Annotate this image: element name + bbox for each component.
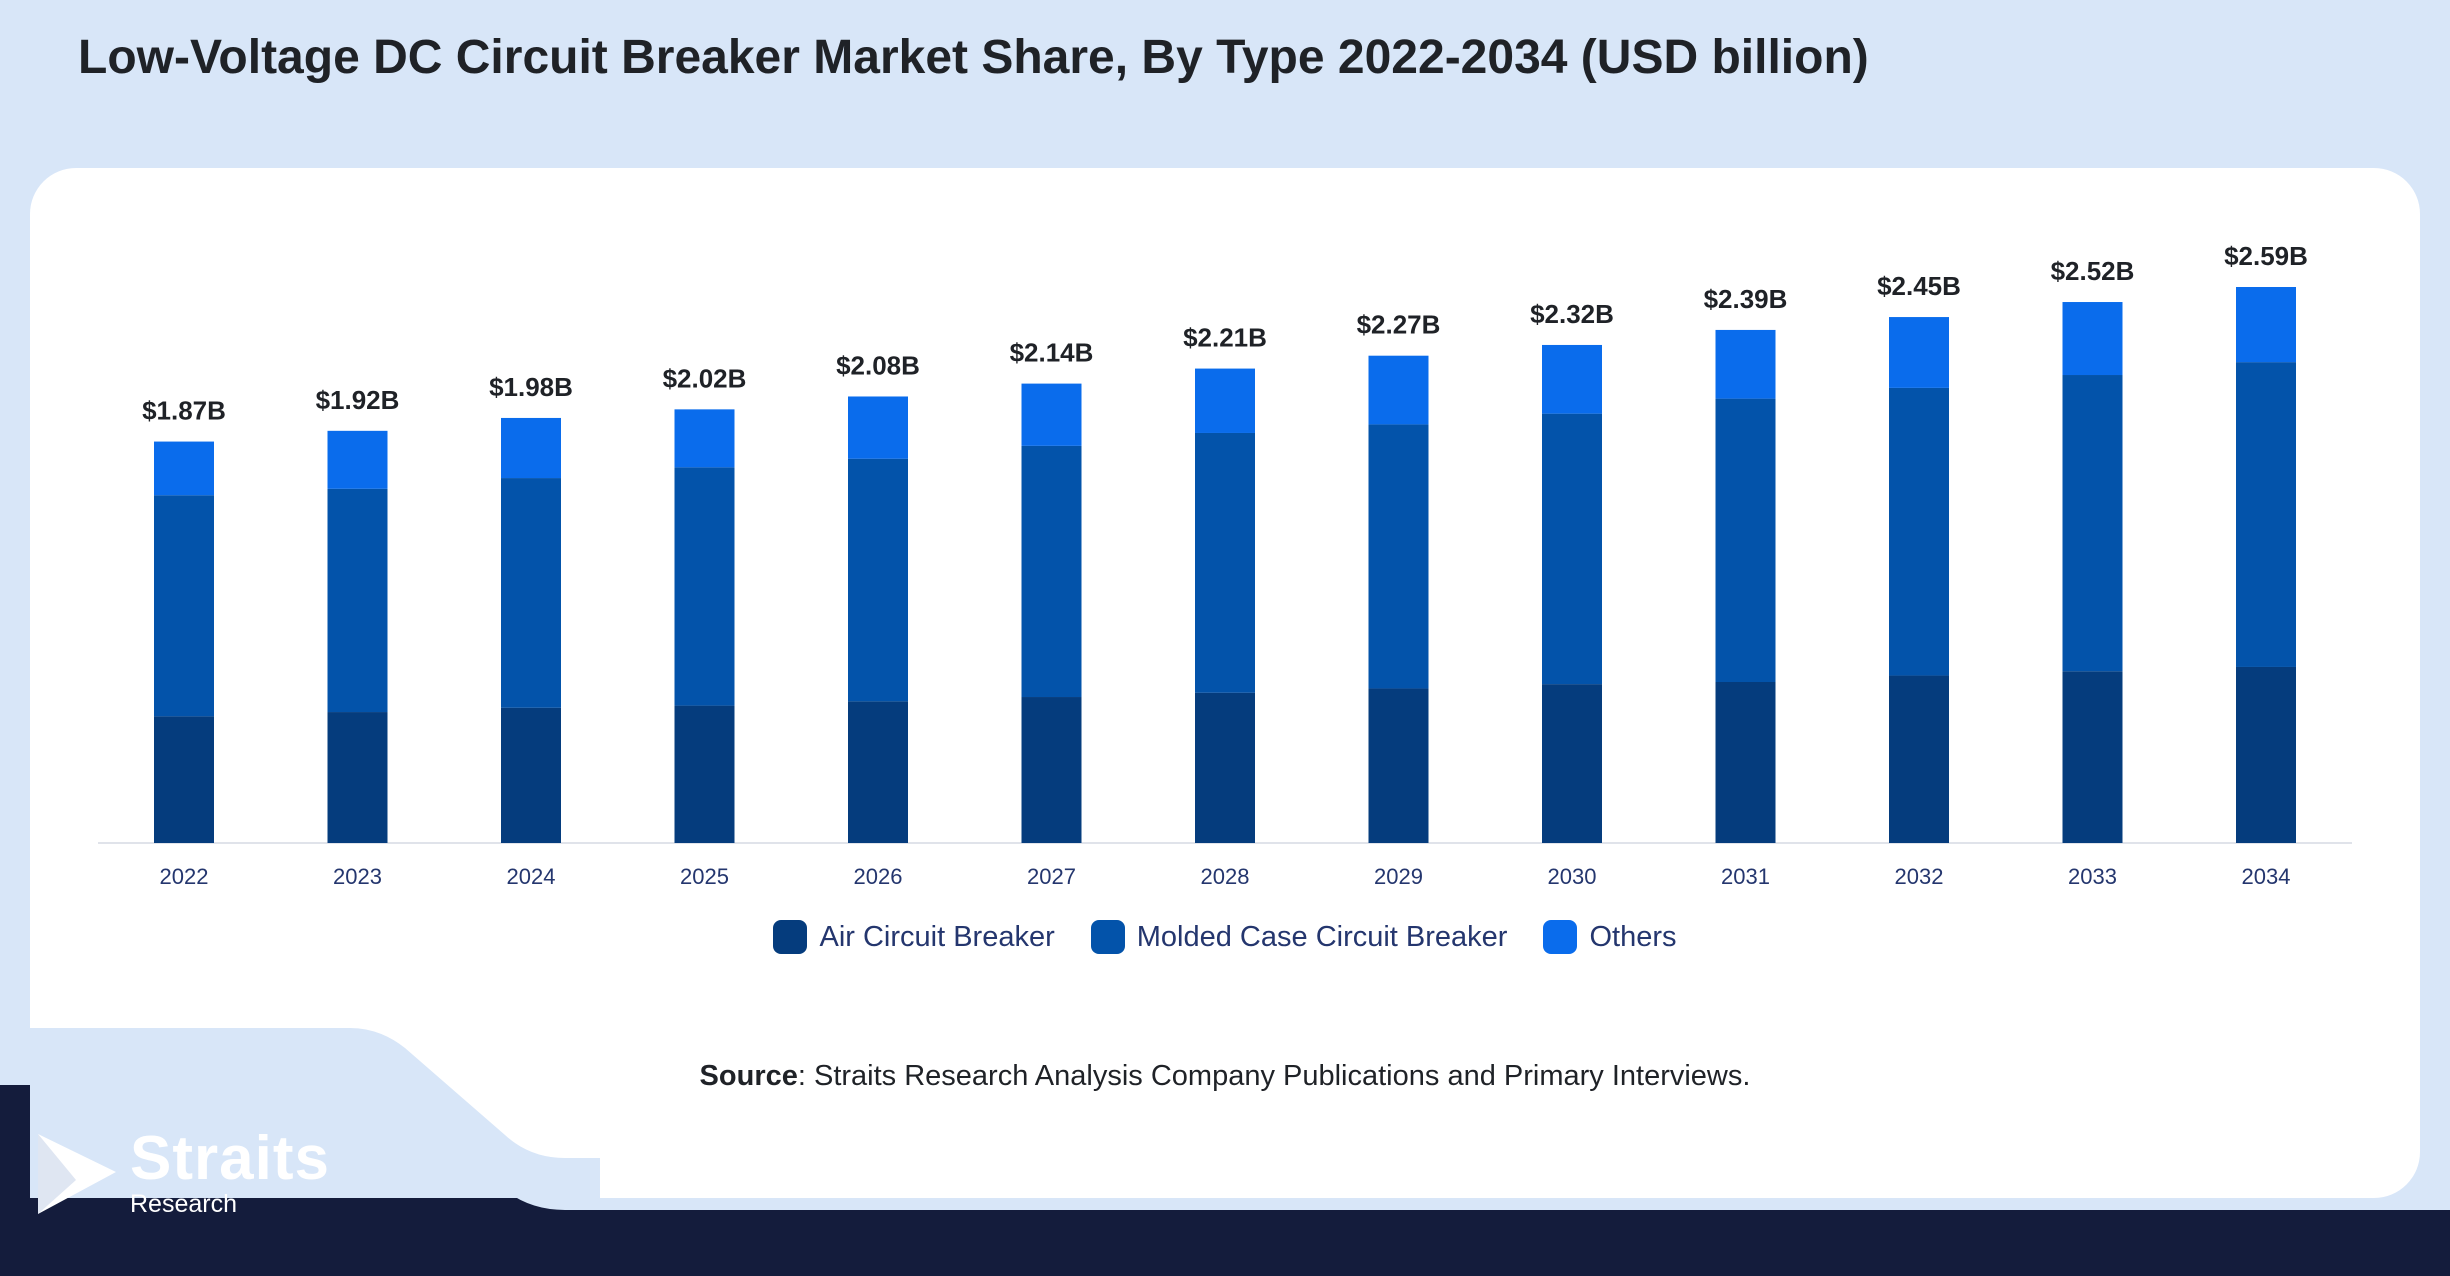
total-label-2031: $2.39B bbox=[1704, 284, 1788, 314]
bar-air-2024[interactable] bbox=[501, 707, 561, 843]
bar-group: $1.87B 2022 $1.92B 2023 $1.98B 2024 $2.02B 2025… bbox=[142, 241, 2308, 889]
bar-air-2026[interactable] bbox=[848, 701, 908, 843]
bar-molded-2029[interactable] bbox=[1368, 424, 1429, 689]
bar-molded-2023[interactable] bbox=[327, 488, 388, 713]
bar-air-2030[interactable] bbox=[1542, 684, 1602, 843]
bar-air-2032[interactable] bbox=[1889, 675, 1949, 843]
navy-footer-band bbox=[0, 1085, 2450, 1276]
bar-air-2023[interactable] bbox=[327, 712, 388, 843]
total-label-2034: $2.59B bbox=[2224, 241, 2308, 271]
total-label-2033: $2.52B bbox=[2051, 256, 2135, 286]
source-note: Source: Straits Research Analysis Compan… bbox=[0, 1060, 2450, 1093]
bar-others-2026[interactable] bbox=[848, 396, 908, 459]
card-corner-cutout bbox=[30, 1028, 600, 1198]
bar-molded-2026[interactable] bbox=[848, 458, 908, 702]
source-label: Source bbox=[699, 1060, 798, 1092]
x-tick-2030: 2030 bbox=[1548, 864, 1597, 889]
bar-others-2031[interactable] bbox=[1715, 329, 1776, 399]
legend-swatch-air bbox=[773, 920, 808, 954]
bar-molded-2032[interactable] bbox=[1889, 387, 1949, 676]
total-label-2024: $1.98B bbox=[489, 372, 573, 402]
legend-label-others: Others bbox=[1589, 920, 1677, 953]
total-label-2027: $2.14B bbox=[1010, 338, 1094, 368]
bar-others-2033[interactable] bbox=[2062, 302, 2123, 376]
bar-others-2023[interactable] bbox=[327, 430, 388, 489]
bar-air-2025[interactable] bbox=[674, 705, 735, 843]
x-tick-2033: 2033 bbox=[2068, 864, 2117, 889]
bar-air-2027[interactable] bbox=[1021, 697, 1082, 843]
legend-item-others[interactable]: Others bbox=[1543, 920, 1677, 954]
bar-others-2034[interactable] bbox=[2236, 287, 2296, 363]
bar-molded-2028[interactable] bbox=[1195, 432, 1255, 693]
bar-molded-2030[interactable] bbox=[1542, 413, 1602, 685]
bar-air-2033[interactable] bbox=[2062, 671, 2123, 843]
bar-air-2028[interactable] bbox=[1195, 692, 1255, 843]
bar-molded-2024[interactable] bbox=[501, 478, 561, 708]
straits-logo[interactable]: Straits Research bbox=[36, 1128, 330, 1218]
legend-item-molded[interactable]: Molded Case Circuit Breaker bbox=[1090, 920, 1508, 954]
chart-title: Low-Voltage DC Circuit Breaker Market Sh… bbox=[78, 31, 1869, 84]
x-tick-2029: 2029 bbox=[1374, 864, 1423, 889]
total-label-2025: $2.02B bbox=[663, 363, 747, 393]
bar-molded-2022[interactable] bbox=[154, 495, 214, 717]
bar-molded-2025[interactable] bbox=[674, 467, 735, 706]
total-label-2032: $2.45B bbox=[1877, 271, 1961, 301]
x-tick-2034: 2034 bbox=[2242, 864, 2291, 889]
bar-air-2029[interactable] bbox=[1368, 688, 1429, 843]
bar-others-2025[interactable] bbox=[674, 409, 735, 468]
logo-sub: Research bbox=[130, 1190, 237, 1218]
x-tick-2028: 2028 bbox=[1201, 864, 1250, 889]
x-tick-2022: 2022 bbox=[160, 864, 209, 889]
x-tick-2024: 2024 bbox=[507, 864, 556, 889]
bar-molded-2027[interactable] bbox=[1021, 445, 1082, 698]
total-label-2029: $2.27B bbox=[1357, 310, 1441, 340]
legend-item-air[interactable]: Air Circuit Breaker bbox=[773, 920, 1055, 954]
bar-others-2022[interactable] bbox=[154, 441, 214, 496]
total-label-2022: $1.87B bbox=[142, 396, 226, 426]
bar-others-2029[interactable] bbox=[1368, 355, 1429, 425]
total-label-2028: $2.21B bbox=[1183, 323, 1267, 353]
bar-air-2034[interactable] bbox=[2236, 666, 2296, 843]
legend: Air Circuit Breaker Molded Case Circuit … bbox=[0, 920, 2450, 954]
logo-name: Straits bbox=[130, 1124, 330, 1193]
x-tick-2025: 2025 bbox=[680, 864, 729, 889]
legend-label-air: Air Circuit Breaker bbox=[819, 920, 1055, 953]
x-tick-2027: 2027 bbox=[1027, 864, 1076, 889]
x-tick-2032: 2032 bbox=[1895, 864, 1944, 889]
bar-air-2031[interactable] bbox=[1715, 681, 1776, 843]
logo-text: Straits Research bbox=[130, 1128, 330, 1217]
total-label-2026: $2.08B bbox=[836, 350, 920, 380]
bar-others-2027[interactable] bbox=[1021, 383, 1082, 446]
x-tick-2031: 2031 bbox=[1721, 864, 1770, 889]
bar-others-2030[interactable] bbox=[1542, 344, 1602, 414]
bar-air-2022[interactable] bbox=[154, 716, 214, 843]
bar-others-2032[interactable] bbox=[1889, 317, 1949, 388]
source-text: : Straits Research Analysis Company Publ… bbox=[797, 1060, 1751, 1092]
bar-others-2028[interactable] bbox=[1195, 368, 1255, 433]
legend-swatch-others bbox=[1543, 920, 1578, 954]
bar-molded-2034[interactable] bbox=[2236, 362, 2296, 667]
straits-arrow-logo-icon bbox=[38, 1134, 116, 1214]
x-tick-2023: 2023 bbox=[333, 864, 382, 889]
x-tick-2026: 2026 bbox=[854, 864, 903, 889]
bar-others-2024[interactable] bbox=[501, 417, 561, 479]
total-label-2030: $2.32B bbox=[1530, 299, 1614, 329]
total-label-2023: $1.92B bbox=[316, 385, 400, 415]
legend-swatch-molded bbox=[1090, 920, 1125, 954]
bar-molded-2031[interactable] bbox=[1715, 398, 1776, 682]
bar-molded-2033[interactable] bbox=[2062, 375, 2123, 672]
legend-label-molded: Molded Case Circuit Breaker bbox=[1136, 920, 1508, 953]
